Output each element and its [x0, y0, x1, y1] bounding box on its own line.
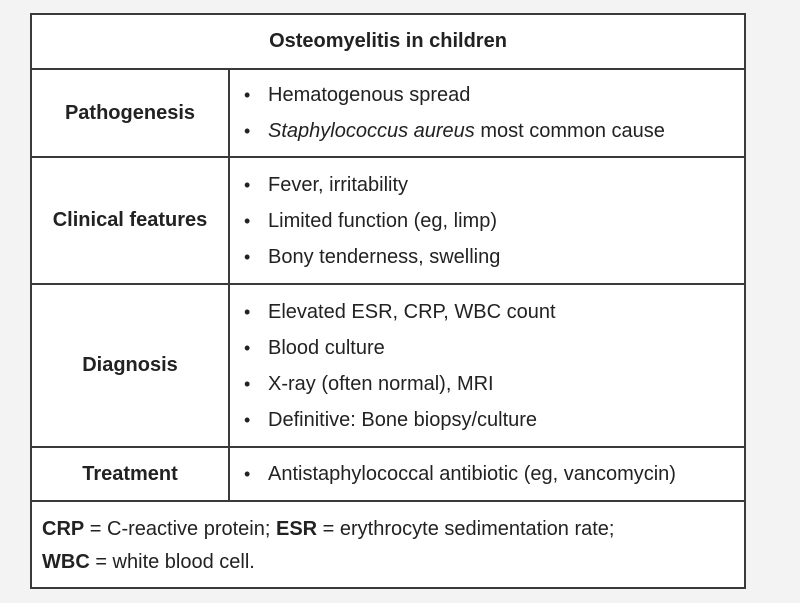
row-label-pathogenesis: Pathogenesis	[32, 70, 230, 156]
row-content-diagnosis: • Elevated ESR, CRP, WBC count • Blood c…	[230, 285, 744, 446]
abbr-crp: CRP	[42, 518, 85, 540]
table-row-pathogenesis: Pathogenesis • Hematogenous spread • Sta…	[32, 70, 744, 158]
item-text: Definitive: Bone biopsy/culture	[268, 408, 538, 431]
list-item: • Antistaphylococcal antibiotic (eg, van…	[244, 456, 744, 492]
bullet-icon: •	[244, 409, 251, 430]
list-item: • Definitive: Bone biopsy/culture	[244, 402, 744, 438]
item-text: Limited function (eg, limp)	[268, 209, 497, 232]
table-row-diagnosis: Diagnosis • Elevated ESR, CRP, WBC count…	[32, 285, 744, 448]
bullet-icon: •	[244, 246, 251, 267]
item-text: Fever, irritability	[268, 173, 409, 196]
bullet-icon: •	[244, 373, 251, 394]
item-text: most common cause	[474, 120, 665, 142]
table-row-clinical-features: Clinical features • Fever, irritability …	[32, 158, 744, 285]
abbr-wbc: WBC	[42, 551, 90, 573]
row-content-pathogenesis: • Hematogenous spread • Staphylococcus a…	[230, 70, 744, 156]
list-item: • Blood culture	[244, 330, 744, 366]
row-label-clinical-features: Clinical features	[32, 158, 230, 283]
row-content-clinical-features: • Fever, irritability • Limited function…	[230, 158, 744, 283]
abbr-esr: ESR	[275, 518, 318, 540]
item-text: Hematogenous spread	[268, 84, 471, 106]
item-text: Bony tenderness, swelling	[268, 245, 501, 268]
osteomyelitis-table: Osteomyelitis in children Pathogenesis •…	[30, 13, 746, 589]
item-text: X-ray (often normal), MRI	[268, 372, 494, 395]
list-item: • Hematogenous spread	[244, 77, 744, 113]
item-text: Antistaphylococcal antibiotic (eg, vanco…	[268, 463, 676, 485]
item-text: Blood culture	[268, 336, 385, 359]
item-italic-text: Staphylococcus aureus	[268, 120, 475, 142]
table-footnote: CRP = C-reactive protein; ESR = erythroc…	[32, 502, 744, 579]
def-esr: = erythrocyte sedimentation rate;	[317, 518, 615, 540]
bullet-icon: •	[244, 121, 251, 141]
table-title: Osteomyelitis in children	[32, 15, 744, 70]
row-label-diagnosis: Diagnosis	[32, 285, 230, 446]
list-item: • X-ray (often normal), MRI	[244, 366, 744, 402]
bullet-icon: •	[244, 210, 251, 231]
item-text: Elevated ESR, CRP, WBC count	[268, 300, 556, 323]
table-row-treatment: Treatment • Antistaphylococcal antibioti…	[32, 448, 744, 502]
def-wbc: = white blood cell.	[89, 551, 255, 573]
list-item: • Elevated ESR, CRP, WBC count	[244, 294, 744, 330]
bullet-icon: •	[244, 85, 251, 105]
list-item: • Staphylococcus aureus most common caus…	[244, 113, 744, 149]
bullet-icon: •	[244, 174, 251, 195]
bullet-icon: •	[244, 301, 251, 322]
row-label-treatment: Treatment	[32, 448, 230, 500]
def-crp: = C-reactive protein;	[84, 518, 276, 540]
list-item: • Bony tenderness, swelling	[244, 239, 744, 275]
list-item: • Fever, irritability	[244, 167, 744, 203]
bullet-icon: •	[244, 464, 251, 484]
row-content-treatment: • Antistaphylococcal antibiotic (eg, van…	[230, 448, 744, 500]
bullet-icon: •	[244, 337, 251, 358]
list-item: • Limited function (eg, limp)	[244, 203, 744, 239]
